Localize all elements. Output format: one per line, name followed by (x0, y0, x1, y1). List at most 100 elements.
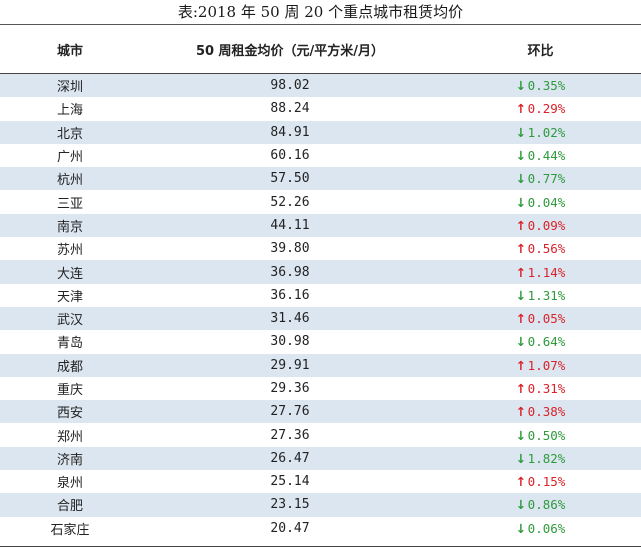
cell-city: 上海 (56, 103, 83, 119)
change-value: 0.29% (527, 101, 566, 117)
cell-city: 青岛 (56, 336, 83, 352)
table-row: 北京 84.91 ↓ 1.02% (0, 120, 641, 144)
cell-price: 52.26 (270, 194, 310, 210)
cell-city: 石家庄 (50, 522, 90, 538)
cell-city: 西安 (56, 406, 83, 422)
cell-change: ↓ 1.31% (440, 288, 641, 303)
arrow-down-icon: ↓ (515, 427, 527, 443)
table-row: 广州 60.16 ↓ 0.44% (0, 144, 641, 167)
cell-price: 44.11 (270, 217, 310, 233)
arrow-up-icon: ↑ (515, 101, 527, 117)
table-row: 上海 88.24 ↑ 0.29% (0, 97, 641, 120)
arrow-down-icon: ↓ (515, 450, 527, 466)
cell-city: 成都 (56, 359, 83, 375)
change-value: 0.44% (527, 148, 566, 164)
change-value: 0.35% (527, 78, 566, 94)
cell-price: 88.24 (270, 101, 310, 117)
table-caption: 表:2018 年 50 周 20 个重点城市租赁均价 (0, 0, 641, 25)
cell-change: ↓ 0.86% (440, 497, 641, 512)
arrow-down-icon: ↓ (515, 497, 527, 513)
change-value: 0.06% (527, 520, 566, 536)
arrow-down-icon: ↓ (515, 171, 527, 187)
cell-city: 武汉 (56, 313, 83, 329)
arrow-down-icon: ↓ (515, 124, 527, 140)
arrow-up-icon: ↑ (515, 264, 527, 280)
cell-change: ↑ 0.56% (440, 241, 641, 256)
change-value: 0.50% (527, 427, 566, 443)
cell-change: ↓ 0.77% (440, 171, 641, 186)
cell-change: ↓ 1.82% (440, 451, 641, 466)
cell-price: 30.98 (270, 334, 310, 350)
cell-change: ↑ 0.38% (440, 404, 641, 419)
cell-change: ↑ 0.05% (440, 311, 641, 326)
arrow-down-icon: ↓ (515, 78, 527, 94)
cell-change: ↓ 0.35% (440, 78, 641, 93)
table-row: 杭州 57.50 ↓ 0.77% (0, 167, 641, 191)
change-value: 0.04% (527, 194, 566, 210)
arrow-up-icon: ↑ (515, 474, 527, 490)
cell-city: 大连 (56, 266, 83, 282)
change-value: 0.64% (527, 334, 566, 350)
cell-change: ↓ 0.44% (440, 148, 641, 163)
table-row: 成都 29.91 ↑ 1.07% (0, 353, 641, 377)
cell-price: 25.14 (270, 474, 310, 490)
table-row: 大连 36.98 ↑ 1.14% (0, 260, 641, 284)
cell-change: ↑ 0.15% (440, 474, 641, 489)
arrow-down-icon: ↓ (515, 194, 527, 210)
cell-city: 三亚 (56, 196, 83, 212)
change-value: 1.07% (527, 357, 566, 373)
cell-city: 杭州 (56, 173, 83, 189)
cell-price: 57.50 (270, 171, 310, 187)
table-row: 天津 36.16 ↓ 1.31% (0, 284, 641, 307)
change-value: 0.56% (527, 241, 566, 257)
cell-city: 郑州 (56, 429, 83, 445)
arrow-down-icon: ↓ (515, 334, 527, 350)
table-row: 青岛 30.98 ↓ 0.64% (0, 330, 641, 353)
arrow-up-icon: ↑ (515, 241, 527, 257)
cell-change: ↑ 0.31% (440, 381, 641, 396)
cell-change: ↑ 1.07% (440, 358, 641, 373)
cell-change: ↓ 1.02% (440, 125, 641, 140)
change-value: 0.38% (527, 404, 566, 420)
cell-price: 29.36 (270, 381, 310, 396)
table-row: 郑州 27.36 ↓ 0.50% (0, 423, 641, 446)
cell-price: 60.16 (270, 148, 310, 164)
table-row: 武汉 31.46 ↑ 0.05% (0, 306, 641, 331)
cell-price: 39.80 (270, 241, 310, 257)
table-row: 南京 44.11 ↑ 0.09% (0, 213, 641, 238)
cell-city: 泉州 (56, 476, 83, 492)
cell-price: 84.91 (270, 124, 310, 140)
cell-price: 31.46 (270, 311, 310, 327)
table-row: 西安 27.76 ↑ 0.38% (0, 400, 641, 424)
header-city: 城市 (56, 43, 83, 59)
cell-city: 合肥 (56, 499, 83, 515)
table-row: 三亚 52.26 ↓ 0.04% (0, 190, 641, 213)
cell-price: 36.98 (270, 264, 310, 280)
change-value: 0.05% (527, 311, 566, 327)
cell-change: ↑ 0.09% (440, 218, 641, 233)
table-row: 石家庄 20.47 ↓ 0.06% (0, 517, 641, 540)
change-value: 1.82% (527, 450, 566, 466)
cell-city: 北京 (56, 126, 83, 142)
cell-price: 27.36 (270, 427, 310, 443)
cell-change: ↓ 0.64% (440, 334, 641, 349)
cell-change: ↓ 0.06% (440, 521, 641, 536)
cell-city: 重庆 (56, 383, 83, 398)
arrow-up-icon: ↑ (515, 217, 527, 233)
arrow-down-icon: ↓ (515, 148, 527, 164)
cell-price: 98.02 (270, 78, 310, 94)
cell-city: 南京 (56, 219, 83, 235)
arrow-down-icon: ↓ (515, 287, 527, 303)
arrow-up-icon: ↑ (515, 381, 527, 396)
arrow-up-icon: ↑ (515, 311, 527, 327)
change-value: 1.31% (527, 287, 566, 303)
table-body: 深圳 98.02 ↓ 0.35% 上海 88.24 ↑ 0.29% 北京 84.91 ↓ 1.02% 广… (0, 74, 641, 540)
cell-price: 29.91 (270, 357, 310, 373)
table-row: 泉州 25.14 ↑ 0.15% (0, 470, 641, 493)
change-value: 1.14% (527, 264, 566, 280)
cell-change: ↑ 0.29% (440, 101, 641, 116)
change-value: 1.02% (527, 124, 566, 140)
table-row: 深圳 98.02 ↓ 0.35% (0, 74, 641, 98)
cell-price: 20.47 (270, 520, 310, 536)
